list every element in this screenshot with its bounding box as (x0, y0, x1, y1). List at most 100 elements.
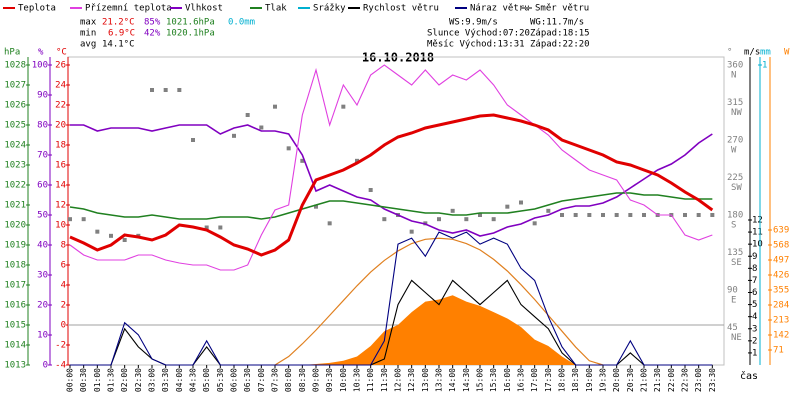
stat: WS:9.9m/s (449, 18, 498, 28)
y-tick-label: -4 (55, 361, 66, 371)
direction-point (628, 213, 633, 217)
x-tick-label: 09:00 (312, 368, 321, 392)
direction-point (505, 204, 510, 209)
y-tick-label: 1027 (4, 81, 26, 91)
x-tick-label: 07:30 (271, 368, 280, 392)
x-tick-label: 02:00 (120, 368, 129, 392)
y-tick-label: 1023 (4, 161, 26, 171)
legend-label: Vlhkost (185, 4, 223, 14)
x-tick-label: 13:00 (421, 368, 430, 392)
x-tick-label: 00:00 (66, 368, 75, 392)
legend-label: Rychlost větru (363, 4, 439, 14)
y-tick-label: 12 (752, 216, 763, 226)
direction-point (232, 133, 236, 138)
y-tick-label: 26 (55, 61, 66, 71)
x-tick-label: 21:30 (653, 368, 662, 392)
stat: Západ:22:20 (530, 40, 590, 50)
direction-point (273, 104, 277, 109)
y-tick-label: 3 (752, 324, 757, 334)
x-tick-label: 03:30 (161, 368, 170, 392)
y-tick-label: 315 (727, 98, 743, 108)
direction-point (573, 213, 578, 217)
y-tick-label: 10 (752, 240, 763, 250)
y-tick-label: 10 (37, 331, 48, 341)
y-tick-label: 639 (773, 226, 789, 236)
x-tick-label: 23:00 (694, 368, 703, 392)
direction-point (191, 138, 195, 142)
direction-point (300, 158, 305, 163)
x-tick-label: 01:00 (93, 368, 102, 392)
direction-point (478, 213, 482, 217)
direction-point (177, 88, 182, 92)
direction-point (327, 221, 332, 226)
y-tick-label: 1013 (4, 361, 26, 371)
y-tick-label: 50 (37, 211, 48, 221)
y-tick-label: 284 (773, 301, 789, 311)
y-tick-label: 568 (773, 241, 789, 251)
direction-point (95, 229, 100, 234)
direction-point (368, 188, 373, 192)
y-tick-label: 0 (43, 361, 48, 371)
series-line (70, 231, 713, 366)
y-tick-label: 90 (727, 286, 738, 296)
direction-point (491, 217, 496, 222)
x-tick-label: 01:30 (107, 368, 116, 392)
x-tick-label: 04:00 (175, 368, 184, 392)
direction-point (710, 213, 715, 217)
y-tick-label: 20 (37, 301, 48, 311)
x-tick-label: 15:30 (489, 368, 498, 392)
axis-unit: mm (760, 48, 771, 58)
y-tick-label: 14 (55, 181, 66, 191)
x-tick-label: 17:30 (544, 368, 553, 392)
x-tick-label: 16:00 (503, 368, 512, 392)
y-tick-label: 6 (61, 261, 66, 271)
y-tick-label: 1017 (4, 281, 26, 291)
stat: min (80, 29, 96, 39)
stat: Slunce Východ:07:20 (427, 29, 530, 39)
direction-point (259, 125, 264, 130)
stat: Západ:18:15 (530, 29, 590, 39)
legend-label: Přízemní teplota (85, 4, 172, 14)
y-tick-label: 1021 (4, 201, 26, 211)
y-tick-label: 7 (752, 276, 757, 286)
direction-point (245, 113, 250, 117)
direction-point (68, 217, 72, 222)
y-tick-label: 10 (55, 221, 66, 231)
stat: 21.2°C (102, 18, 135, 28)
legend-label: Náraz větru (470, 4, 530, 14)
direction-point (642, 213, 646, 217)
y-tick-label: 6 (752, 288, 757, 298)
y-tick-label: 142 (773, 331, 789, 341)
legend-label: Směr větru (535, 4, 589, 14)
y-tick-label: 1028 (4, 61, 26, 71)
y-tick-label: 70 (37, 151, 48, 161)
x-tick-label: 08:30 (298, 368, 307, 392)
series-line (69, 64, 713, 271)
y-tick-label: 180 (727, 211, 743, 221)
x-tick-label: 14:30 (462, 368, 471, 392)
y-tick-label: 135 (727, 248, 743, 258)
y-tick-label: 270 (727, 136, 743, 146)
x-tick-label: 18:30 (571, 368, 580, 392)
y-tick-label: 45 (727, 323, 738, 333)
stat: 6.9°C (108, 29, 135, 39)
y-tick-label: 1020 (4, 221, 26, 231)
direction-point (437, 217, 441, 222)
x-axis-label: čas (740, 370, 758, 382)
legend-label: Srážky (313, 4, 346, 14)
x-tick-label: 12:30 (407, 368, 416, 392)
direction-point (683, 213, 687, 217)
series-line (69, 192, 713, 220)
y-tick-label: 360 (727, 61, 743, 71)
x-tick-label: 00:30 (79, 368, 88, 392)
x-tick-label: 04:30 (189, 368, 198, 392)
y-tick-label: 1015 (4, 321, 26, 331)
y-tick-label: 1016 (4, 301, 26, 311)
y-tick-label: 4 (752, 312, 757, 322)
direction-point (150, 88, 154, 92)
x-tick-label: 22:00 (667, 368, 676, 392)
x-tick-label: 11:00 (366, 368, 375, 392)
direction-point (587, 213, 592, 217)
direction-point (382, 217, 387, 222)
stat: avg (80, 40, 96, 50)
